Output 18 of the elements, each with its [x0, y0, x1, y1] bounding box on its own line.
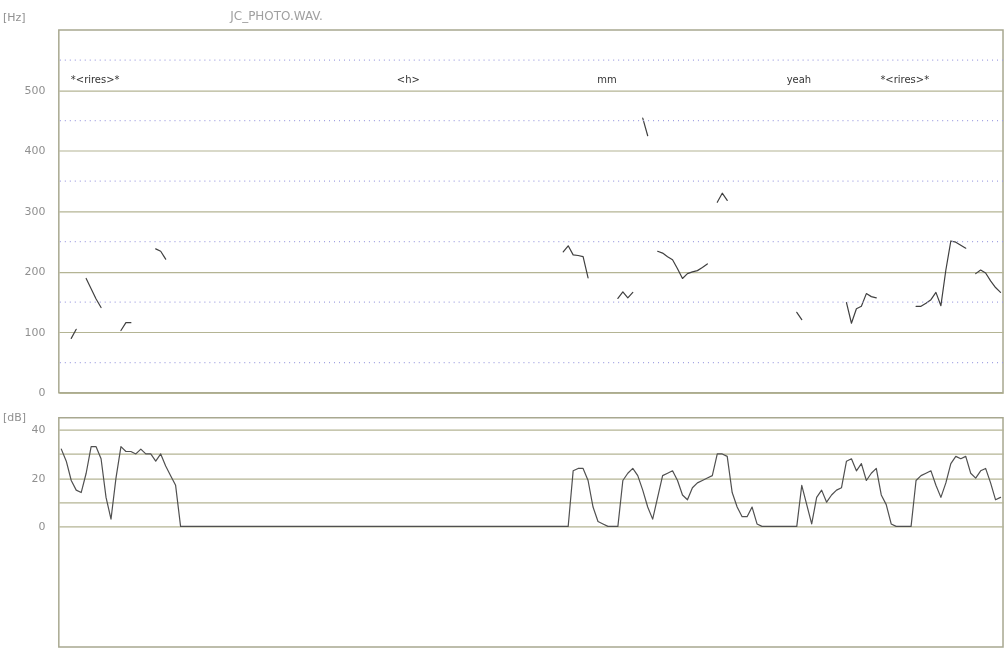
y-tick-label: 100	[24, 325, 46, 339]
y-tick-label: 40	[31, 423, 46, 437]
annotation: yeah	[786, 73, 812, 85]
annotation: *<rires>*	[70, 73, 120, 85]
annotation: <h>	[396, 73, 420, 85]
chart-title: JC_PHOTO.WAV.	[229, 8, 323, 23]
y-axis-title: [Hz]	[2, 10, 26, 24]
y-tick-label: 0	[38, 519, 46, 533]
y-tick-label: 500	[24, 83, 46, 97]
y-tick-label: 200	[24, 265, 46, 279]
annotation: *<rires>*	[880, 73, 930, 85]
y-tick-label: 300	[24, 204, 46, 218]
y-tick-label: 20	[31, 471, 46, 485]
y-axis-title: [dB]	[2, 410, 27, 424]
line-series	[60, 446, 1002, 527]
annotation: mm	[597, 73, 617, 85]
y-tick-label: 400	[24, 144, 46, 158]
y-tick-label: 0	[38, 386, 46, 400]
